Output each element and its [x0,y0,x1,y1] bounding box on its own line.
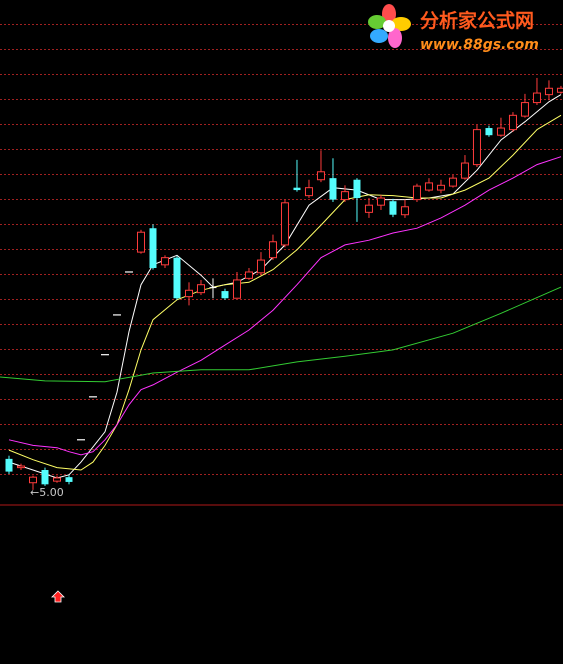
logo-title: 分析家公式网 [420,9,534,32]
candle-body [508,114,517,131]
candle-body [280,202,289,246]
candle-body [209,287,217,289]
candle-body [304,187,313,197]
candle-body [256,259,265,274]
price-annotation: ←5.00 [30,486,64,499]
logo-url: www.88gs.com [420,37,539,53]
candle-body [376,197,385,206]
candle-body [173,257,181,299]
candle-body [316,171,325,181]
candle-body [460,162,469,179]
candle-body [244,271,253,279]
candle-body [520,102,529,117]
candle-body [184,289,193,298]
candle-body [532,92,541,104]
candle-body [65,477,73,482]
candle-body [293,187,301,191]
candle-body [412,185,421,201]
candle-body [136,231,145,253]
signal-arrow [51,590,65,603]
candle-body [160,257,169,266]
candle-body [16,465,25,469]
candle-body [496,127,505,136]
candle-body [400,206,409,216]
candle-body [448,177,457,187]
candle-body [149,228,157,269]
candle-body [340,191,349,201]
candle-body [424,182,433,191]
moving-average [8,156,562,456]
candle-body [472,129,481,166]
candle-body [232,279,241,299]
candle-body [41,470,49,485]
candle-body [221,291,229,299]
candle-body [268,241,277,259]
moving-average [8,114,562,471]
candle-body [196,284,205,294]
candle-body [436,184,445,191]
candle-body [556,87,563,93]
logo-icon [368,4,411,48]
candle-body [329,178,337,200]
candle-body [28,476,37,484]
candle-body [485,128,493,136]
candle-body [353,179,361,199]
moving-average [0,286,562,383]
candle-body [5,458,13,472]
candle-body [389,201,397,215]
candle-body [544,87,553,96]
candle-body [364,204,373,213]
candle-body [52,477,61,482]
